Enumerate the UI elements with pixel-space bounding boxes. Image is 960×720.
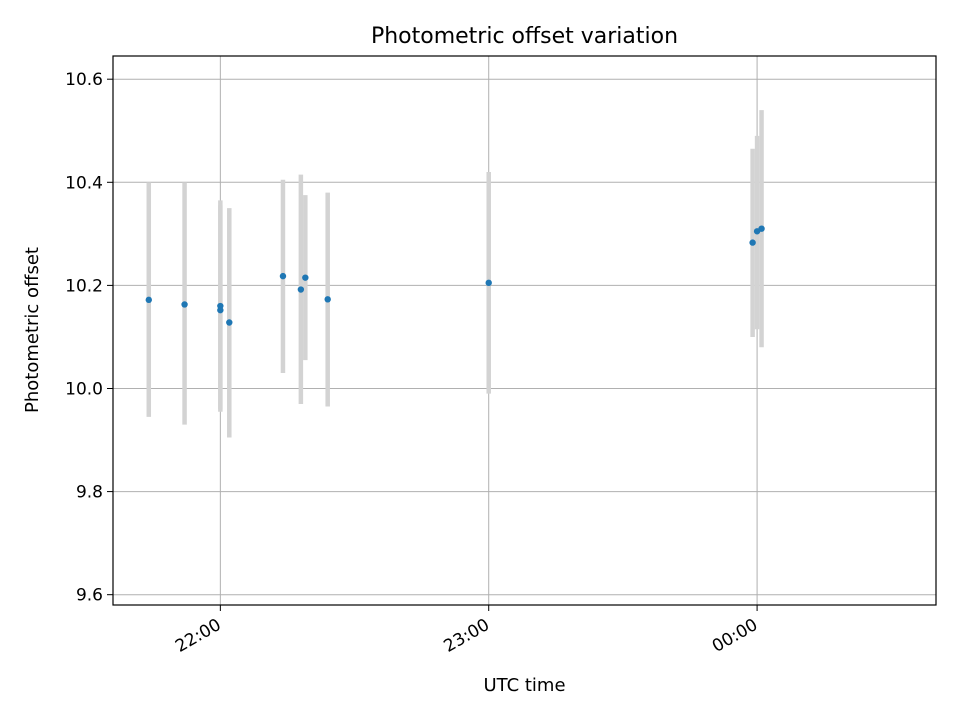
y-tick-label: 9.8 (76, 483, 103, 503)
data-point (324, 296, 331, 303)
data-point (749, 239, 756, 246)
y-axis: 9.6 9.8 10.0 10.2 10.4 10.6 (65, 70, 113, 606)
data-point (145, 296, 152, 304)
y-tick-label: 10.2 (65, 276, 103, 296)
data-point (302, 274, 309, 281)
plot-frame (112, 55, 937, 606)
y-tick-label: 10.4 (65, 173, 103, 193)
data-points (145, 225, 765, 326)
data-point (297, 286, 305, 293)
data-point (217, 306, 224, 314)
data-point (181, 301, 188, 308)
data-point (226, 319, 233, 326)
data-point (758, 225, 765, 232)
y-tick-label: 9.6 (76, 586, 103, 606)
y-axis-label: Photometric offset (22, 247, 43, 413)
chart-title: Photometric offset variation (371, 24, 678, 49)
x-axis-label: UTC time (483, 675, 565, 696)
y-tick-label: 10.0 (65, 379, 103, 399)
data-point (279, 272, 287, 280)
data-point (485, 279, 492, 287)
y-tick-label: 10.6 (65, 70, 103, 90)
